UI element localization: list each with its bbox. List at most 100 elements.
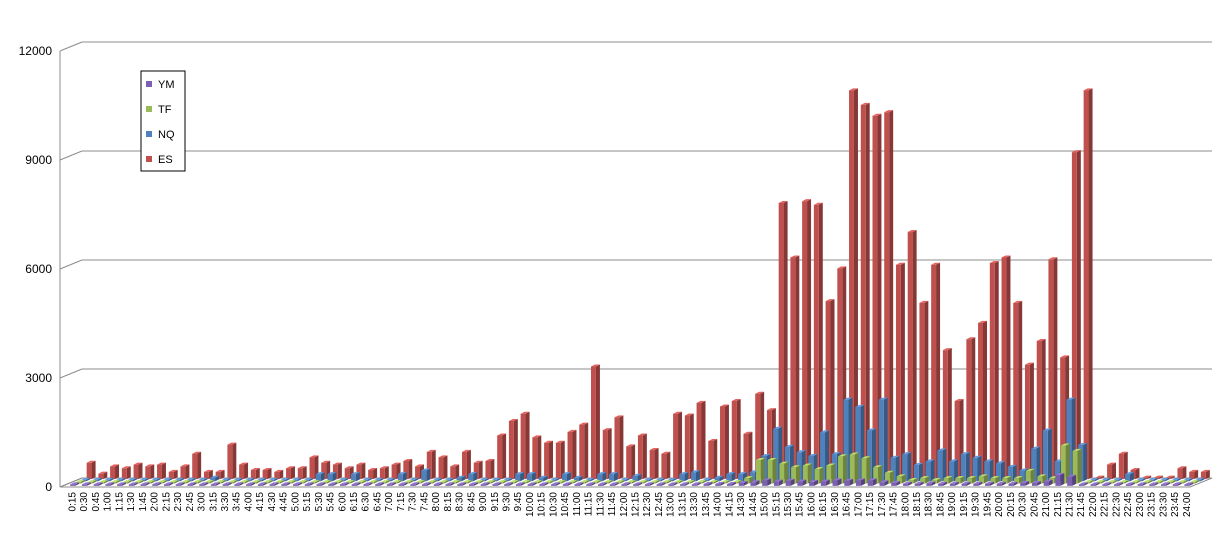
x-tick-label: 4:15	[255, 492, 266, 512]
bar-side	[255, 468, 260, 480]
bar-top	[1036, 339, 1046, 342]
bar-front	[110, 466, 116, 480]
bar-side	[350, 480, 355, 484]
bar-side	[1188, 477, 1193, 482]
bar-front	[1054, 461, 1060, 482]
x-tick-label: 23:45	[1170, 492, 1181, 517]
bar-ym-2:45	[187, 482, 197, 486]
bar-side	[1135, 468, 1140, 480]
bar-top	[509, 480, 519, 483]
bar-es-2:00	[168, 469, 178, 480]
bar-top	[234, 482, 244, 485]
bar-top	[551, 482, 560, 485]
bar-front	[714, 477, 720, 482]
bar-side	[174, 480, 179, 484]
bar-top	[720, 404, 729, 407]
bar-ym-7:00	[386, 482, 396, 486]
bar-top	[515, 482, 525, 485]
bar-es-7:45	[438, 455, 448, 480]
bar-side	[215, 475, 220, 482]
x-tick-label: 10:30	[548, 492, 559, 517]
bar-ym-4:00	[246, 482, 256, 486]
bar-top	[1184, 482, 1194, 485]
bar-top	[1055, 472, 1065, 475]
bar-nq-19:45	[996, 461, 1005, 482]
bar-tf-21:15	[1060, 443, 1070, 484]
bar-ym-16:15	[820, 479, 830, 486]
bar-front	[1067, 476, 1073, 486]
bar-top	[362, 477, 372, 480]
bar-side	[884, 480, 889, 486]
bar-es-19:30	[989, 260, 999, 480]
bar-top	[591, 364, 600, 367]
bar-top	[913, 463, 923, 466]
bar-top	[1013, 300, 1023, 303]
bar-es-1:45	[157, 462, 166, 480]
bar-ym-15:45	[797, 479, 807, 486]
bar-side	[896, 480, 901, 486]
bar-side	[484, 477, 489, 482]
bar-front	[914, 483, 920, 486]
x-tick-label: 22:15	[1100, 492, 1111, 517]
bar-top	[233, 477, 243, 480]
bar-side	[614, 482, 619, 486]
bar-side	[450, 482, 455, 486]
bar-side	[1118, 477, 1123, 482]
bar-tf-15:45	[802, 463, 812, 484]
bar-side	[1183, 480, 1188, 484]
bar-side	[513, 418, 518, 480]
bar-side	[373, 480, 378, 484]
bar-side	[1159, 480, 1164, 484]
bar-front	[1184, 484, 1190, 486]
bar-top	[972, 455, 982, 458]
bar-front	[644, 484, 650, 486]
bar-side	[853, 88, 858, 480]
bar-top	[955, 476, 965, 479]
gridline-side-4	[59, 41, 83, 52]
x-tick-label: 17:15	[865, 492, 876, 517]
bar-top	[1165, 475, 1175, 478]
x-tick-label: 11:45	[607, 492, 618, 517]
bar-ym-14:30	[738, 480, 748, 486]
bar-front	[526, 474, 532, 482]
x-tick-label: 11:15	[584, 492, 595, 517]
bar-side	[279, 469, 284, 480]
bar-ym-13:00	[668, 482, 678, 486]
bar-nq-8:30	[468, 472, 478, 482]
x-tick-label: 13:15	[677, 492, 688, 517]
bar-side	[965, 452, 970, 482]
x-tick-label: 14:45	[748, 492, 759, 517]
bar-top	[591, 480, 601, 483]
bar-es-18:30	[942, 348, 952, 480]
x-tick-label: 8:15	[443, 492, 454, 512]
bar-front	[955, 478, 961, 484]
bar-ym-10:30	[551, 482, 560, 486]
bar-side	[502, 480, 507, 484]
bar-top	[139, 477, 149, 480]
bar-ym-23:45	[1172, 482, 1182, 486]
bar-side	[814, 479, 819, 486]
bar-tf-21:30	[1072, 448, 1082, 484]
bar-top	[967, 476, 976, 479]
bar-front	[1200, 471, 1206, 480]
bar-front	[1177, 468, 1183, 480]
bar-top	[151, 477, 161, 480]
bar-top	[497, 433, 507, 436]
bar-ym-17:30	[879, 480, 889, 486]
bar-top	[872, 113, 882, 116]
bar-es-17:30	[895, 262, 905, 480]
bar-es-7:00	[403, 458, 413, 480]
bar-front	[931, 264, 937, 480]
bar-front	[738, 482, 744, 486]
bar-side	[719, 475, 724, 482]
bar-top	[281, 482, 291, 485]
x-tick-label: 17:30	[877, 492, 888, 517]
bar-nq-18:45	[949, 459, 959, 482]
bar-nq-3:00	[210, 475, 220, 482]
bar-top	[175, 482, 185, 485]
bar-top	[99, 480, 109, 483]
bar-top	[262, 468, 272, 471]
bar-side	[673, 482, 678, 486]
bar-side	[1060, 472, 1065, 486]
bar-front	[896, 476, 902, 484]
